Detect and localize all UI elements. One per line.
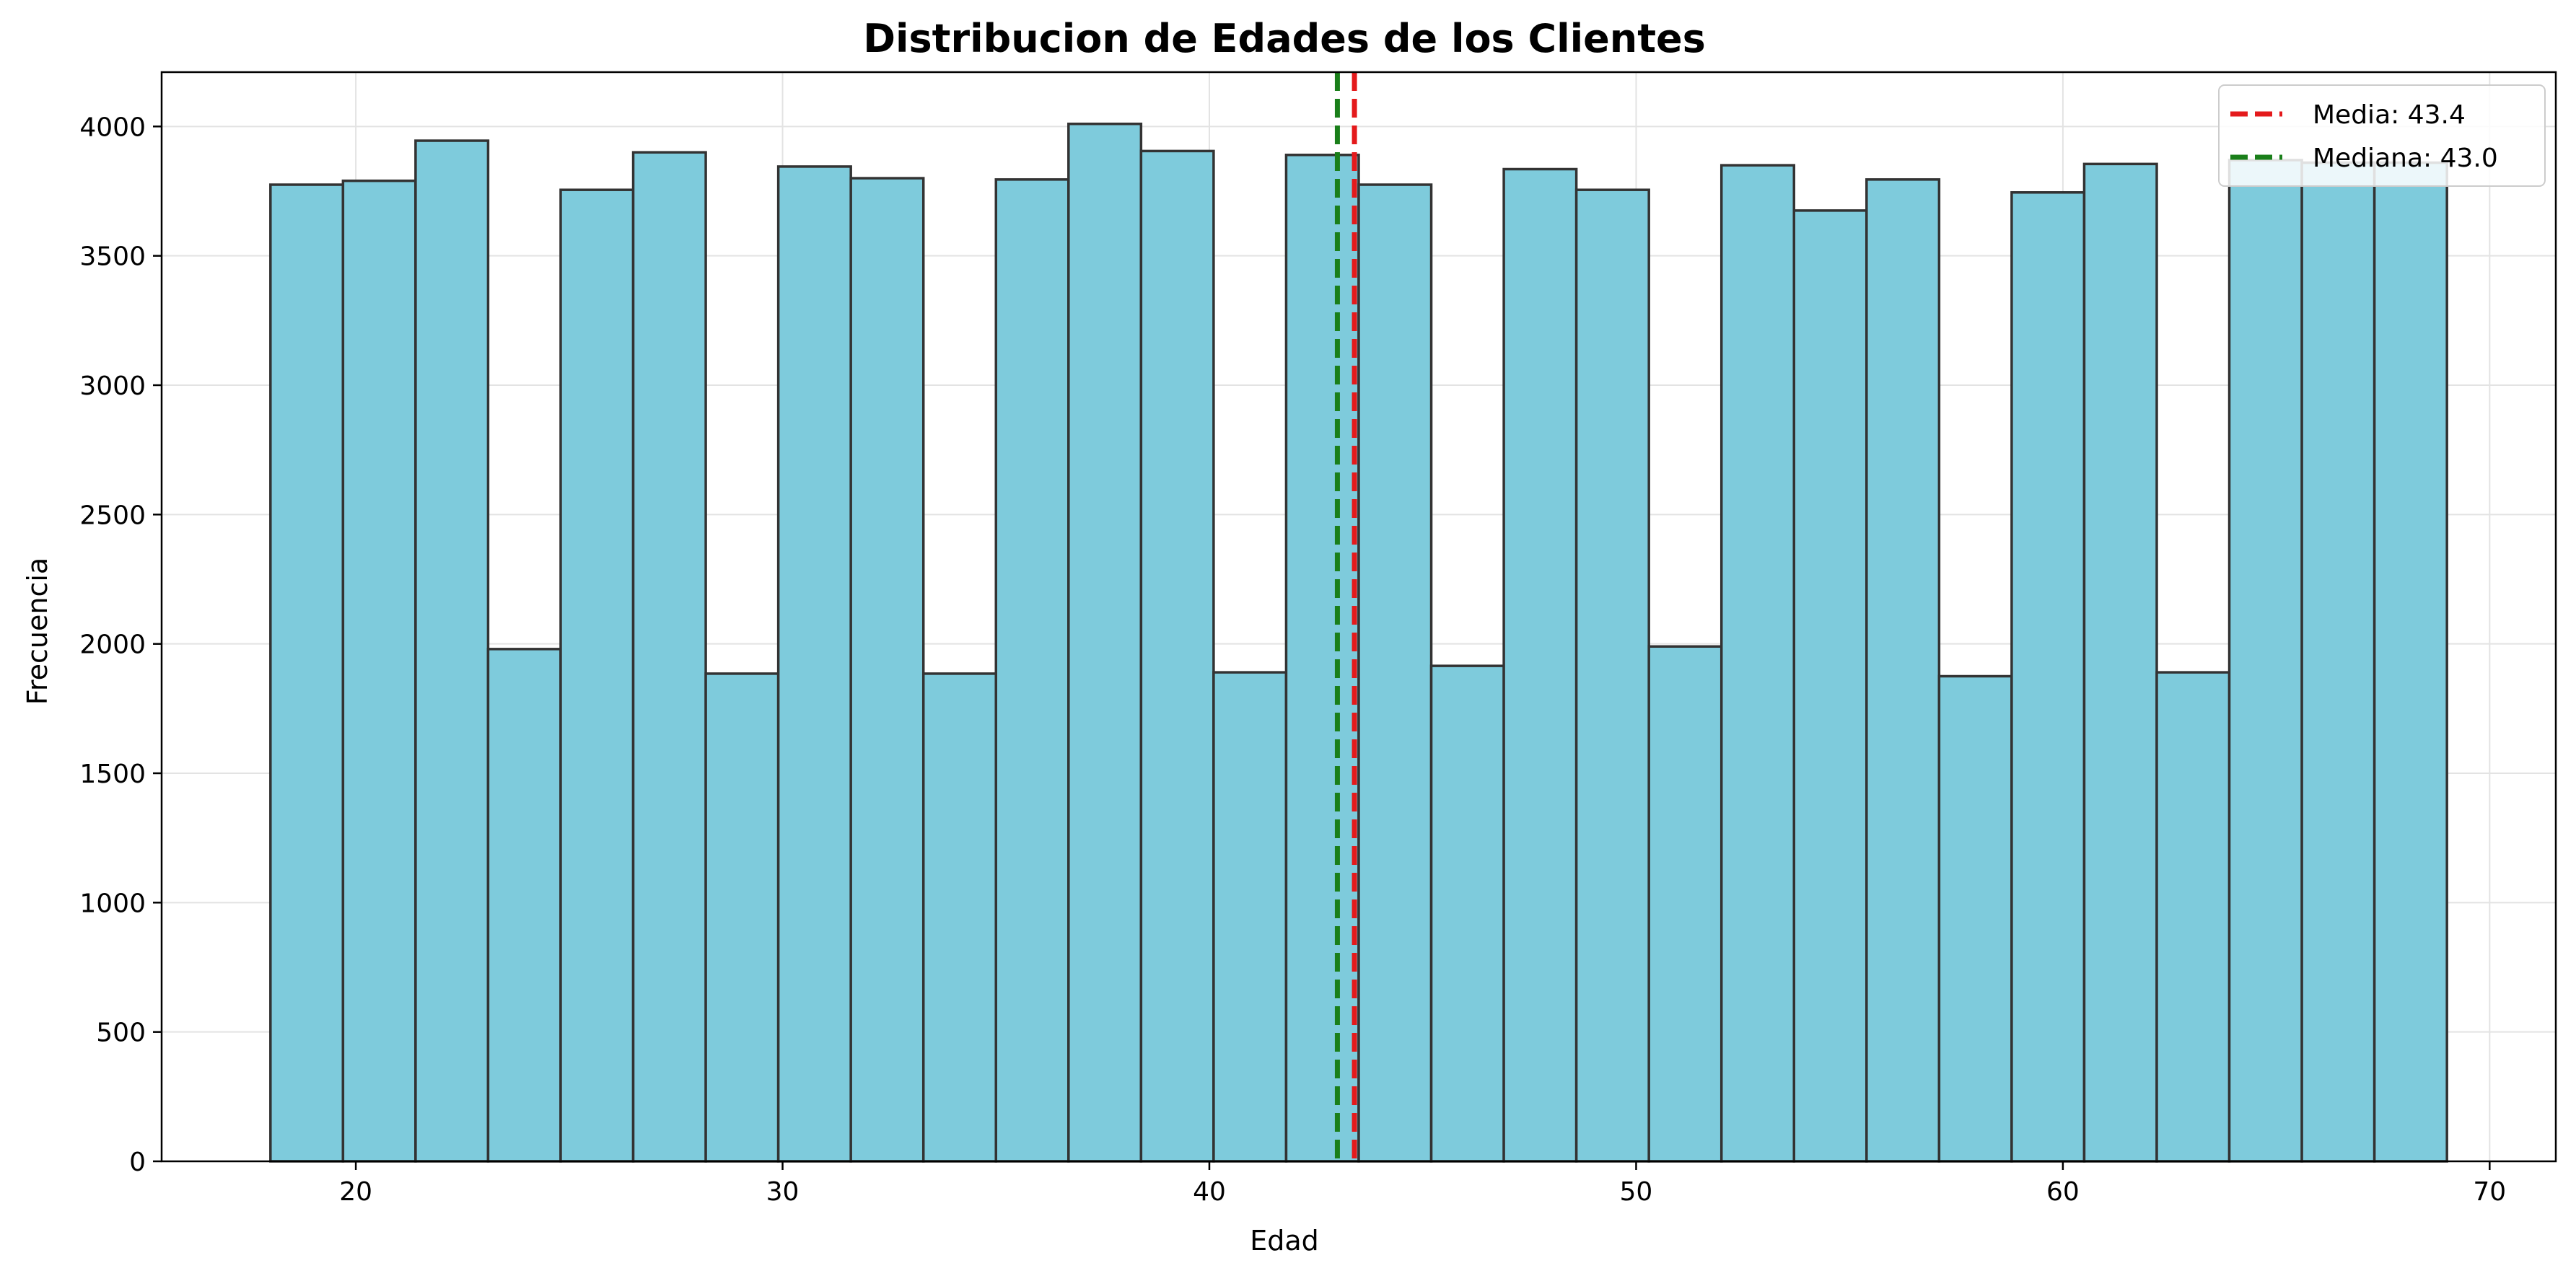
y-tick-label: 3000 [79, 371, 146, 401]
x-tick-label: 30 [766, 1177, 799, 1207]
histogram-bar [1357, 183, 1433, 1163]
x-axis-ticks: 20 30 40 50 60 70 [339, 1161, 2506, 1207]
histogram-bar [1139, 149, 1215, 1163]
y-axis-ticks: 0 500 1000 1500 2000 2500 3000 3500 4000 [79, 113, 162, 1177]
y-tick-label: 2000 [79, 630, 146, 660]
x-tick-label: 50 [1620, 1177, 1653, 1207]
y-tick-label: 4000 [79, 113, 146, 142]
histogram-bar [1067, 122, 1143, 1163]
x-tick-label: 60 [2046, 1177, 2080, 1207]
plot-frame [160, 71, 2557, 1163]
reference-lines [1334, 72, 1357, 1161]
chart-title: Distribucion de Edades de los Clientes [863, 16, 1706, 61]
histogram-bar [1502, 167, 1578, 1163]
legend-label: Media: 43.4 [2313, 100, 2466, 130]
legend-box [2218, 84, 2546, 187]
histogram-bar [269, 183, 345, 1163]
histogram-bar [2373, 161, 2448, 1163]
x-axis-label: Edad [1250, 1225, 1319, 1257]
histogram-bar [414, 139, 490, 1163]
legend-label: Mediana: 43.0 [2313, 144, 2498, 173]
histogram-bar [1792, 209, 1868, 1163]
x-tick-label: 40 [1193, 1177, 1226, 1207]
histogram-bar [704, 672, 780, 1163]
histogram-bar [2300, 161, 2376, 1163]
y-tick-label: 3500 [79, 242, 146, 272]
histogram-bar [1719, 164, 1796, 1163]
histogram-bar [341, 179, 417, 1163]
histogram-bar [2082, 162, 2158, 1163]
bars [269, 122, 2448, 1163]
legend: Media: 43.4 Mediana: 43.0 [2218, 84, 2546, 187]
histogram-bar [1574, 188, 1650, 1163]
histogram-bar [2227, 159, 2303, 1163]
y-tick-label: 0 [129, 1148, 146, 1177]
histogram-bar [2010, 191, 2086, 1163]
x-tick-label: 70 [2473, 1177, 2506, 1207]
histogram-bar [921, 672, 998, 1163]
histogram-bar [1647, 645, 1723, 1163]
histogram-bar [776, 165, 852, 1163]
y-tick-label: 1500 [79, 760, 146, 789]
histogram-bar [1212, 671, 1288, 1163]
y-tick-label: 1000 [79, 889, 146, 918]
histogram-bar [486, 648, 562, 1163]
histogram-bar [631, 151, 707, 1163]
y-tick-label: 500 [96, 1018, 146, 1048]
histogram-bar [849, 177, 925, 1163]
histogram-bar [1865, 178, 1941, 1163]
histogram-bar [994, 178, 1070, 1163]
histogram-bar [1284, 154, 1360, 1163]
y-tick-label: 2500 [79, 501, 146, 530]
histogram-bar [1429, 664, 1505, 1163]
x-tick-label: 20 [339, 1177, 372, 1207]
y-axis-label: Frecuencia [22, 558, 53, 705]
histogram-bar [559, 188, 635, 1163]
histogram-bar [1937, 674, 2013, 1163]
histogram-bar [2155, 671, 2231, 1163]
